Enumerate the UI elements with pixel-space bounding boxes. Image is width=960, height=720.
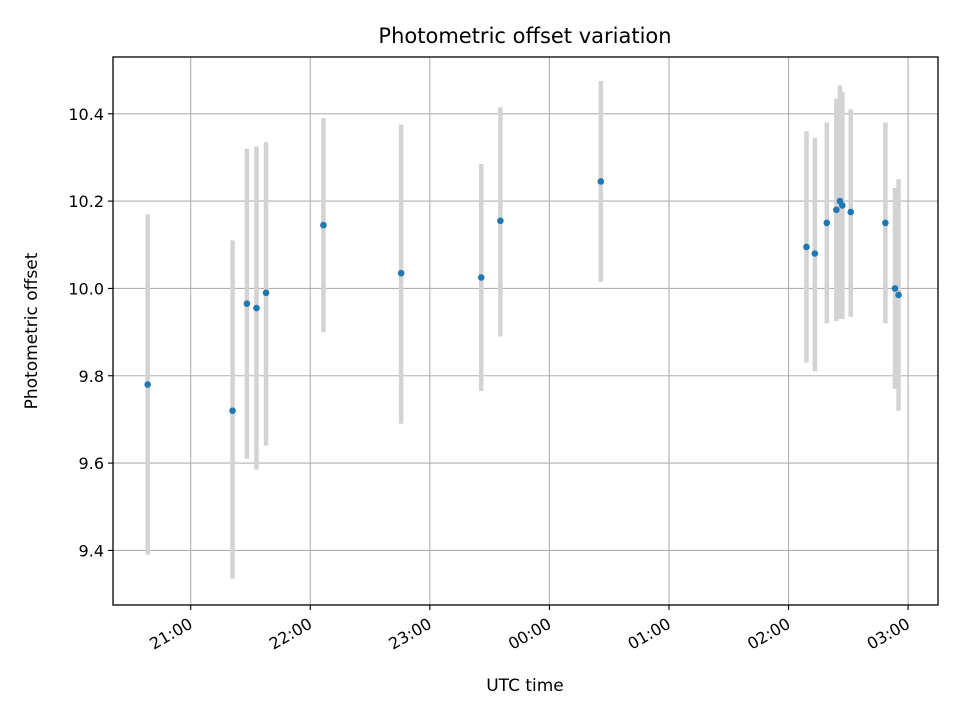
data-point (597, 178, 605, 185)
data-point (229, 407, 236, 414)
chart-title: Photometric offset variation (378, 24, 671, 48)
y-tick-label: 9.8 (79, 367, 104, 386)
plot-area-frame (112, 56, 939, 606)
data-point (891, 285, 899, 292)
data-point (882, 219, 889, 227)
data-point (833, 206, 840, 214)
data-point (477, 274, 485, 281)
data-point (895, 291, 902, 299)
data-point (803, 243, 810, 251)
data-point (253, 304, 260, 312)
data-points (144, 178, 902, 414)
data-point (144, 381, 151, 388)
y-tick-label: 9.4 (79, 541, 104, 560)
data-point (397, 269, 405, 277)
data-point (497, 217, 504, 225)
y-tick-label: 9.6 (79, 454, 104, 473)
y-tick-label: 10.4 (68, 105, 104, 124)
data-point (262, 289, 270, 297)
data-point (823, 219, 831, 227)
y-tick-label: 10.0 (68, 279, 104, 298)
y-axis-title: Photometric offset (22, 252, 42, 409)
x-axis-title: UTC time (486, 676, 564, 696)
grid-lines (113, 57, 938, 605)
y-tick-label: 10.2 (68, 192, 104, 211)
data-point (320, 221, 327, 229)
data-point (811, 250, 819, 257)
data-point (839, 202, 846, 209)
y-axis-ticks: 9.4 9.6 9.8 10.0 10.2 10.4 (68, 105, 113, 560)
data-point (243, 300, 251, 308)
data-point (847, 208, 855, 216)
